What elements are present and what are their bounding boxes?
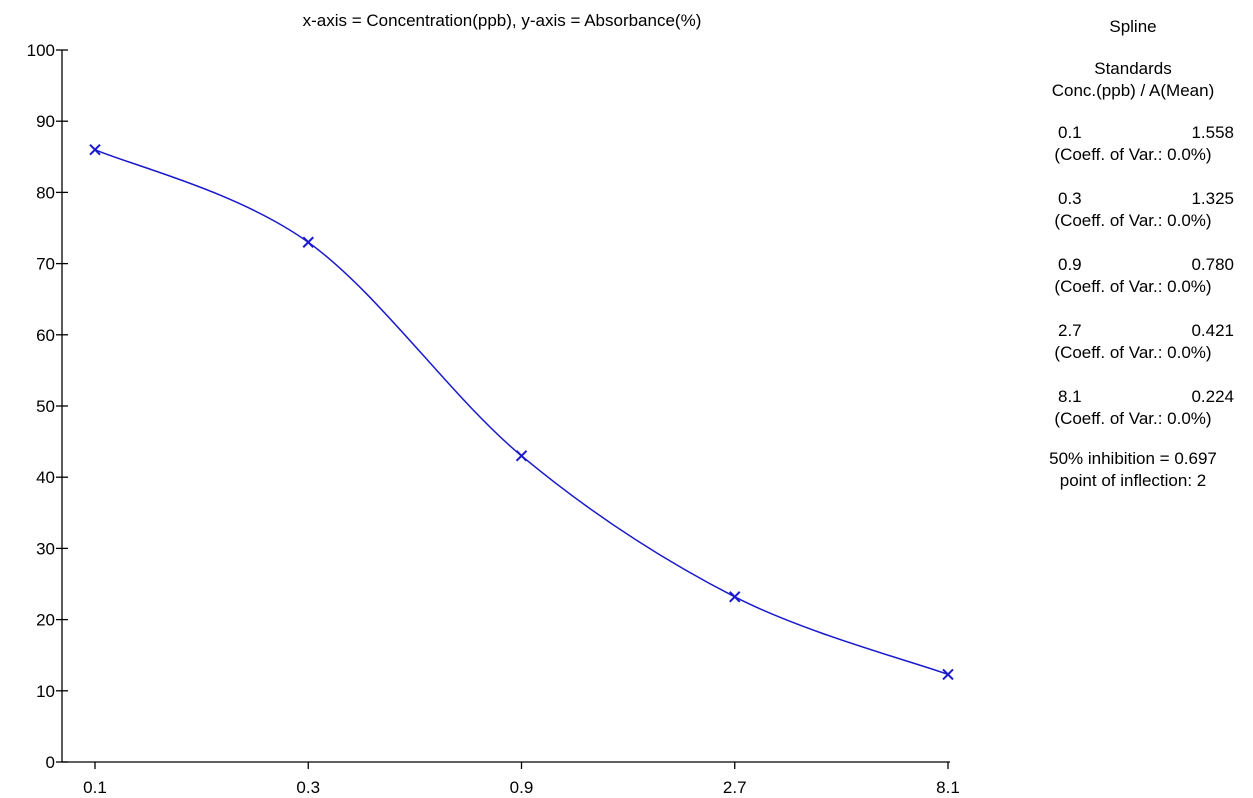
y-tick-label: 60 (36, 326, 55, 345)
standard-item: 0.3 1.325 (Coeff. of Var.: 0.0%) (1020, 188, 1246, 232)
chart-title: x-axis = Concentration(ppb), y-axis = Ab… (303, 11, 702, 30)
x-tick-label: 0.9 (510, 778, 534, 797)
standard-conc: 0.1 (1058, 122, 1082, 144)
standard-row: 8.1 0.224 (1020, 386, 1246, 408)
standard-cv: (Coeff. of Var.: 0.0%) (1020, 342, 1246, 364)
standard-conc: 8.1 (1058, 386, 1082, 408)
y-tick-label: 100 (27, 41, 55, 60)
standard-cv: (Coeff. of Var.: 0.0%) (1020, 408, 1246, 430)
x-tick-label: 0.1 (83, 778, 107, 797)
y-tick-label: 90 (36, 112, 55, 131)
y-tick-label: 80 (36, 183, 55, 202)
fit-method-label: Spline (1020, 16, 1246, 38)
standards-panel: Spline Standards Conc.(ppb) / A(Mean) 0.… (1020, 16, 1246, 492)
data-point (730, 592, 740, 602)
data-point (943, 669, 953, 679)
y-tick-label: 70 (36, 255, 55, 274)
x-tick-label: 8.1 (936, 778, 960, 797)
standards-title: Standards (1020, 58, 1246, 80)
standard-item: 8.1 0.224 (Coeff. of Var.: 0.0%) (1020, 386, 1246, 430)
standard-row: 0.9 0.780 (1020, 254, 1246, 276)
data-point (303, 237, 313, 247)
standard-cv: (Coeff. of Var.: 0.0%) (1020, 144, 1246, 166)
x-ticks: 0.1 0.3 0.9 2.7 8.1 (83, 762, 960, 797)
y-tick-label: 10 (36, 682, 55, 701)
standards-columns: Conc.(ppb) / A(Mean) (1020, 80, 1246, 102)
standard-mean: 0.780 (1191, 254, 1234, 276)
standard-mean: 0.224 (1191, 386, 1234, 408)
inhibition-label: 50% inhibition = 0.697 (1020, 448, 1246, 470)
y-tick-label: 0 (46, 753, 55, 772)
standard-mean: 0.421 (1191, 320, 1234, 342)
standard-conc: 0.3 (1058, 188, 1082, 210)
x-tick-label: 0.3 (296, 778, 320, 797)
standard-cv: (Coeff. of Var.: 0.0%) (1020, 210, 1246, 232)
standard-conc: 2.7 (1058, 320, 1082, 342)
y-tick-label: 20 (36, 611, 55, 630)
standard-mean: 1.558 (1191, 122, 1234, 144)
inflection-label: point of inflection: 2 (1020, 470, 1246, 492)
standards-header: Standards Conc.(ppb) / A(Mean) (1020, 58, 1246, 102)
fit-summary: 50% inhibition = 0.697 point of inflecti… (1020, 448, 1246, 492)
standard-item: 0.1 1.558 (Coeff. of Var.: 0.0%) (1020, 122, 1246, 166)
standard-row: 2.7 0.421 (1020, 320, 1246, 342)
data-point (517, 451, 527, 461)
data-markers (90, 145, 953, 680)
standard-row: 0.1 1.558 (1020, 122, 1246, 144)
standard-item: 0.9 0.780 (Coeff. of Var.: 0.0%) (1020, 254, 1246, 298)
chart-area: x-axis = Concentration(ppb), y-axis = Ab… (0, 0, 1010, 798)
data-point (90, 145, 100, 155)
standard-item: 2.7 0.421 (Coeff. of Var.: 0.0%) (1020, 320, 1246, 364)
axes (62, 50, 950, 762)
y-tick-label: 50 (36, 397, 55, 416)
spline-curve (95, 150, 948, 675)
y-tick-label: 30 (36, 539, 55, 558)
standard-row: 0.3 1.325 (1020, 188, 1246, 210)
x-tick-label: 2.7 (723, 778, 747, 797)
standard-cv: (Coeff. of Var.: 0.0%) (1020, 276, 1246, 298)
y-tick-label: 40 (36, 468, 55, 487)
standard-conc: 0.9 (1058, 254, 1082, 276)
standard-mean: 1.325 (1191, 188, 1234, 210)
